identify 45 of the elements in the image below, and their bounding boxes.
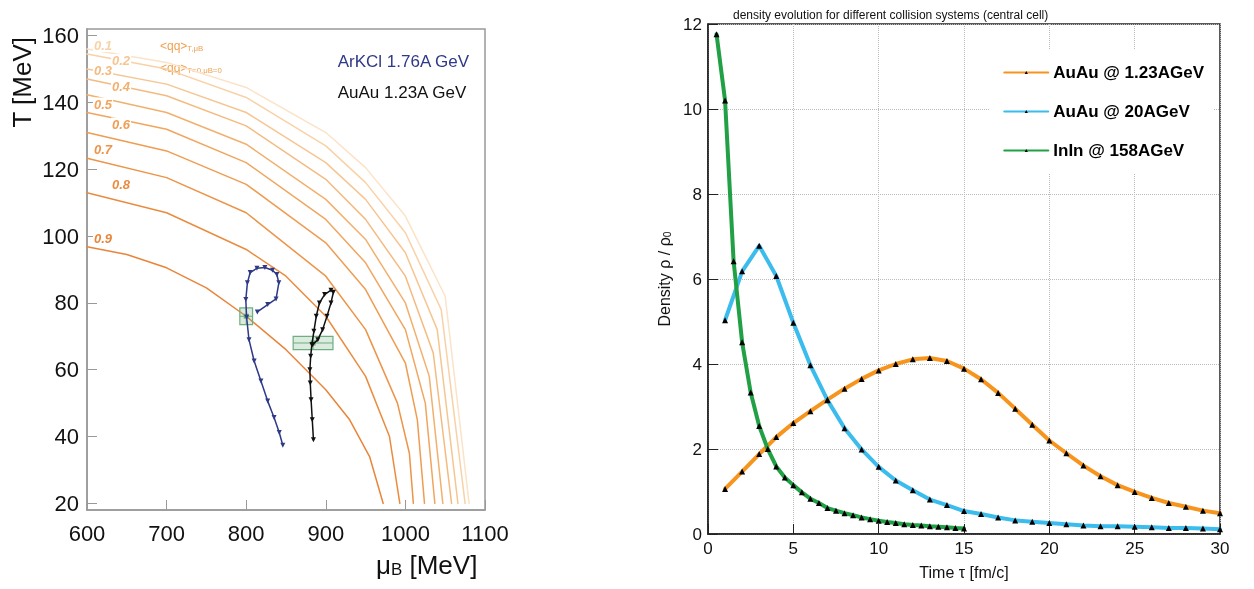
- x-tick-label: 5: [788, 539, 799, 558]
- text: ArKCl 1.76A GeV: [337, 52, 470, 71]
- series-label: 0.4: [112, 78, 131, 94]
- y-axis-title: Density ρ / ρ0: [655, 231, 673, 327]
- y-tick-label: 40: [54, 424, 79, 450]
- y-tick-label: 10: [683, 99, 702, 119]
- y-tick-label: 80: [54, 290, 79, 316]
- y-tick-label: 12: [683, 14, 702, 34]
- series-label: 0.3: [94, 63, 113, 79]
- x-tick-label: 25: [1125, 539, 1145, 558]
- text: AuAu 1.23A GeV: [337, 83, 467, 102]
- series-label: 0.2: [112, 53, 131, 69]
- series-label: 0.5: [94, 96, 113, 112]
- y-tick-label: 160: [42, 23, 79, 49]
- legend-label: AuAu @ 20AGeV: [1053, 102, 1191, 121]
- legend-label: AuAu @ 1.23AGeV: [1053, 63, 1205, 82]
- x-tick-label: 800: [227, 520, 265, 546]
- y-tick-label: 100: [42, 223, 79, 249]
- y-tick-label: 140: [42, 89, 79, 115]
- y-tick-label: 8: [692, 184, 702, 204]
- y-tick-label: 120: [42, 156, 79, 182]
- x-tick-label: 700: [148, 520, 185, 546]
- legend-label: InIn @ 158AGeV: [1053, 141, 1185, 160]
- x-tick-label: 1000: [380, 520, 430, 546]
- series-label: 0.6: [112, 116, 131, 132]
- chart-title: density evolution for different collision systems (central cell): [733, 8, 1049, 22]
- series-label: 0.8: [112, 176, 131, 192]
- series-label: 0.1: [94, 38, 113, 54]
- y-tick-label: 60: [54, 357, 79, 383]
- x-tick-label: 20: [1039, 539, 1059, 558]
- x-tick-label: 1100: [461, 520, 509, 546]
- y-tick-label: 6: [692, 269, 702, 289]
- x-tick-label: 900: [307, 520, 345, 546]
- y-tick-label: 2: [692, 439, 702, 459]
- series-label: 0.9: [94, 230, 113, 246]
- y-tick-label: 20: [54, 490, 79, 516]
- x-tick-label: 15: [954, 539, 974, 558]
- y-axis-title: T [MeV]: [7, 37, 37, 128]
- x-tick-label: 10: [869, 539, 889, 558]
- x-tick-label: 600: [68, 520, 106, 546]
- y-tick-label: 4: [692, 354, 702, 374]
- series-label: 0.7: [94, 142, 113, 158]
- x-axis-title: μB [MeV]: [376, 550, 478, 580]
- x-tick-label: 30: [1210, 539, 1230, 558]
- x-axis-title: Time τ [fm/c]: [919, 563, 1009, 581]
